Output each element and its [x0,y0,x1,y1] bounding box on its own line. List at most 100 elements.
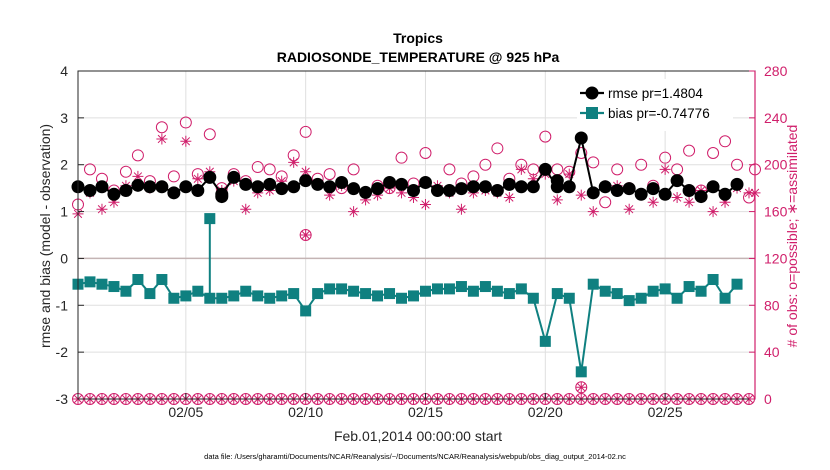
obs-possible-marker [419,147,432,159]
bias-point [408,290,420,302]
obs-possible-marker [599,196,612,209]
obs-possible-marker [611,163,624,176]
obs-possible-marker [299,125,312,138]
obs-assimilated-marker [527,173,539,185]
rmse-point [730,177,744,191]
rmse-point [466,180,480,194]
rmse-point [454,182,468,196]
obs-assimilated-marker [551,194,563,206]
rmse-point [275,182,289,196]
obs-assimilated-marker [108,196,120,208]
y2-axis-ticks: 0 40 80 120 160 200 240 280 [749,63,788,407]
bias-point [671,292,683,304]
rmse-point [550,174,564,188]
rmse-point [287,180,301,194]
rmse-point [718,187,732,201]
bias-point [192,285,204,297]
rmse-point [706,180,720,194]
data-file-footnote: data file: /Users/gharamti/Documents/NCA… [204,452,626,461]
bias-point [228,290,240,302]
obs-possible-marker [479,158,492,171]
obs-assimilated-marker [240,203,252,215]
obs-assimilated-marker [563,168,575,180]
bias-point [144,288,156,300]
rmse-point [227,170,241,184]
obs-possible-marker [155,121,168,134]
rmse-point [430,183,444,197]
legend-rmse-label: rmse pr=1.4804 [608,86,703,101]
rmse-point [203,170,217,184]
bias-point [587,278,599,290]
rmse-point [323,180,337,194]
bias-point [539,335,551,347]
bias-point [455,281,467,293]
bias-point [623,295,635,307]
obs-possible-marker [167,170,180,183]
obs-assimilated-marker [671,192,683,204]
obs-assimilated-marker [455,203,467,215]
obs-assimilated-marker [683,196,695,208]
rmse-series-layer [71,131,744,204]
obs-assimilated-marker [623,203,635,215]
bias-point [731,278,743,290]
bias-point [168,292,180,304]
bias-point [276,290,288,302]
bias-point [240,285,252,297]
bias-point [491,285,503,297]
rmse-point [490,183,504,197]
obs-possible-marker [263,163,276,176]
rmse-point [251,180,265,194]
obs-assimilated-marker [180,135,192,147]
bias-point [527,292,539,304]
obs-assimilated-marker [300,229,312,241]
legend: rmse pr=1.4804 bias pr=-0.74776 [577,79,733,131]
y-tick-label: 3 [60,110,68,126]
obs-assimilated-marker [419,199,431,211]
rmse-point [574,131,588,145]
rmse-point [263,177,277,191]
bias-point [372,290,384,302]
rmse-point [694,190,708,204]
rmse-point [682,183,696,197]
obs-assimilated-marker [324,189,336,201]
y-tick-label: -1 [56,297,69,313]
obs-assimilated-marker [503,192,515,204]
bias-point [132,274,144,286]
bias-point [551,288,563,300]
obs-assimilated-marker [348,206,360,218]
rmse-point [239,177,253,191]
obs-assimilated-marker [575,189,587,201]
bias-point [156,274,168,286]
obs-assimilated-marker [288,156,300,168]
obs-possible-marker [251,161,264,174]
obs-possible-marker [587,156,600,169]
rmse-point [670,174,684,188]
y2-axis-label: # of obs: o=possible; ∗=assimilated [784,125,800,348]
obs-possible-marker [347,163,360,176]
y-axis-ticks: -3 -2 -1 0 1 2 3 4 [56,63,84,407]
obs-assimilated-marker [396,187,408,199]
rmse-point [383,176,397,190]
rmse-point [598,180,612,194]
bias-point [431,283,443,295]
rmse-point [107,187,121,201]
bias-point [659,283,671,295]
bias-point [647,285,659,297]
legend-box [577,79,733,131]
rmse-point [347,182,361,196]
y2-tick-label: 240 [764,110,788,126]
bias-point [360,288,372,300]
obs-assimilated-marker [276,175,288,187]
bias-point [384,288,396,300]
rmse-point [395,177,409,191]
y2-tick-label: 200 [764,157,788,173]
rmse-point [371,182,385,196]
bias-point [324,283,336,295]
x-axis-ticks: 02/05 02/10 02/15 02/20 02/25 [168,393,683,420]
bias-point [216,292,228,304]
rmse-point [646,182,660,196]
chart-title: Tropics [393,30,443,46]
rmse-point [95,180,109,194]
